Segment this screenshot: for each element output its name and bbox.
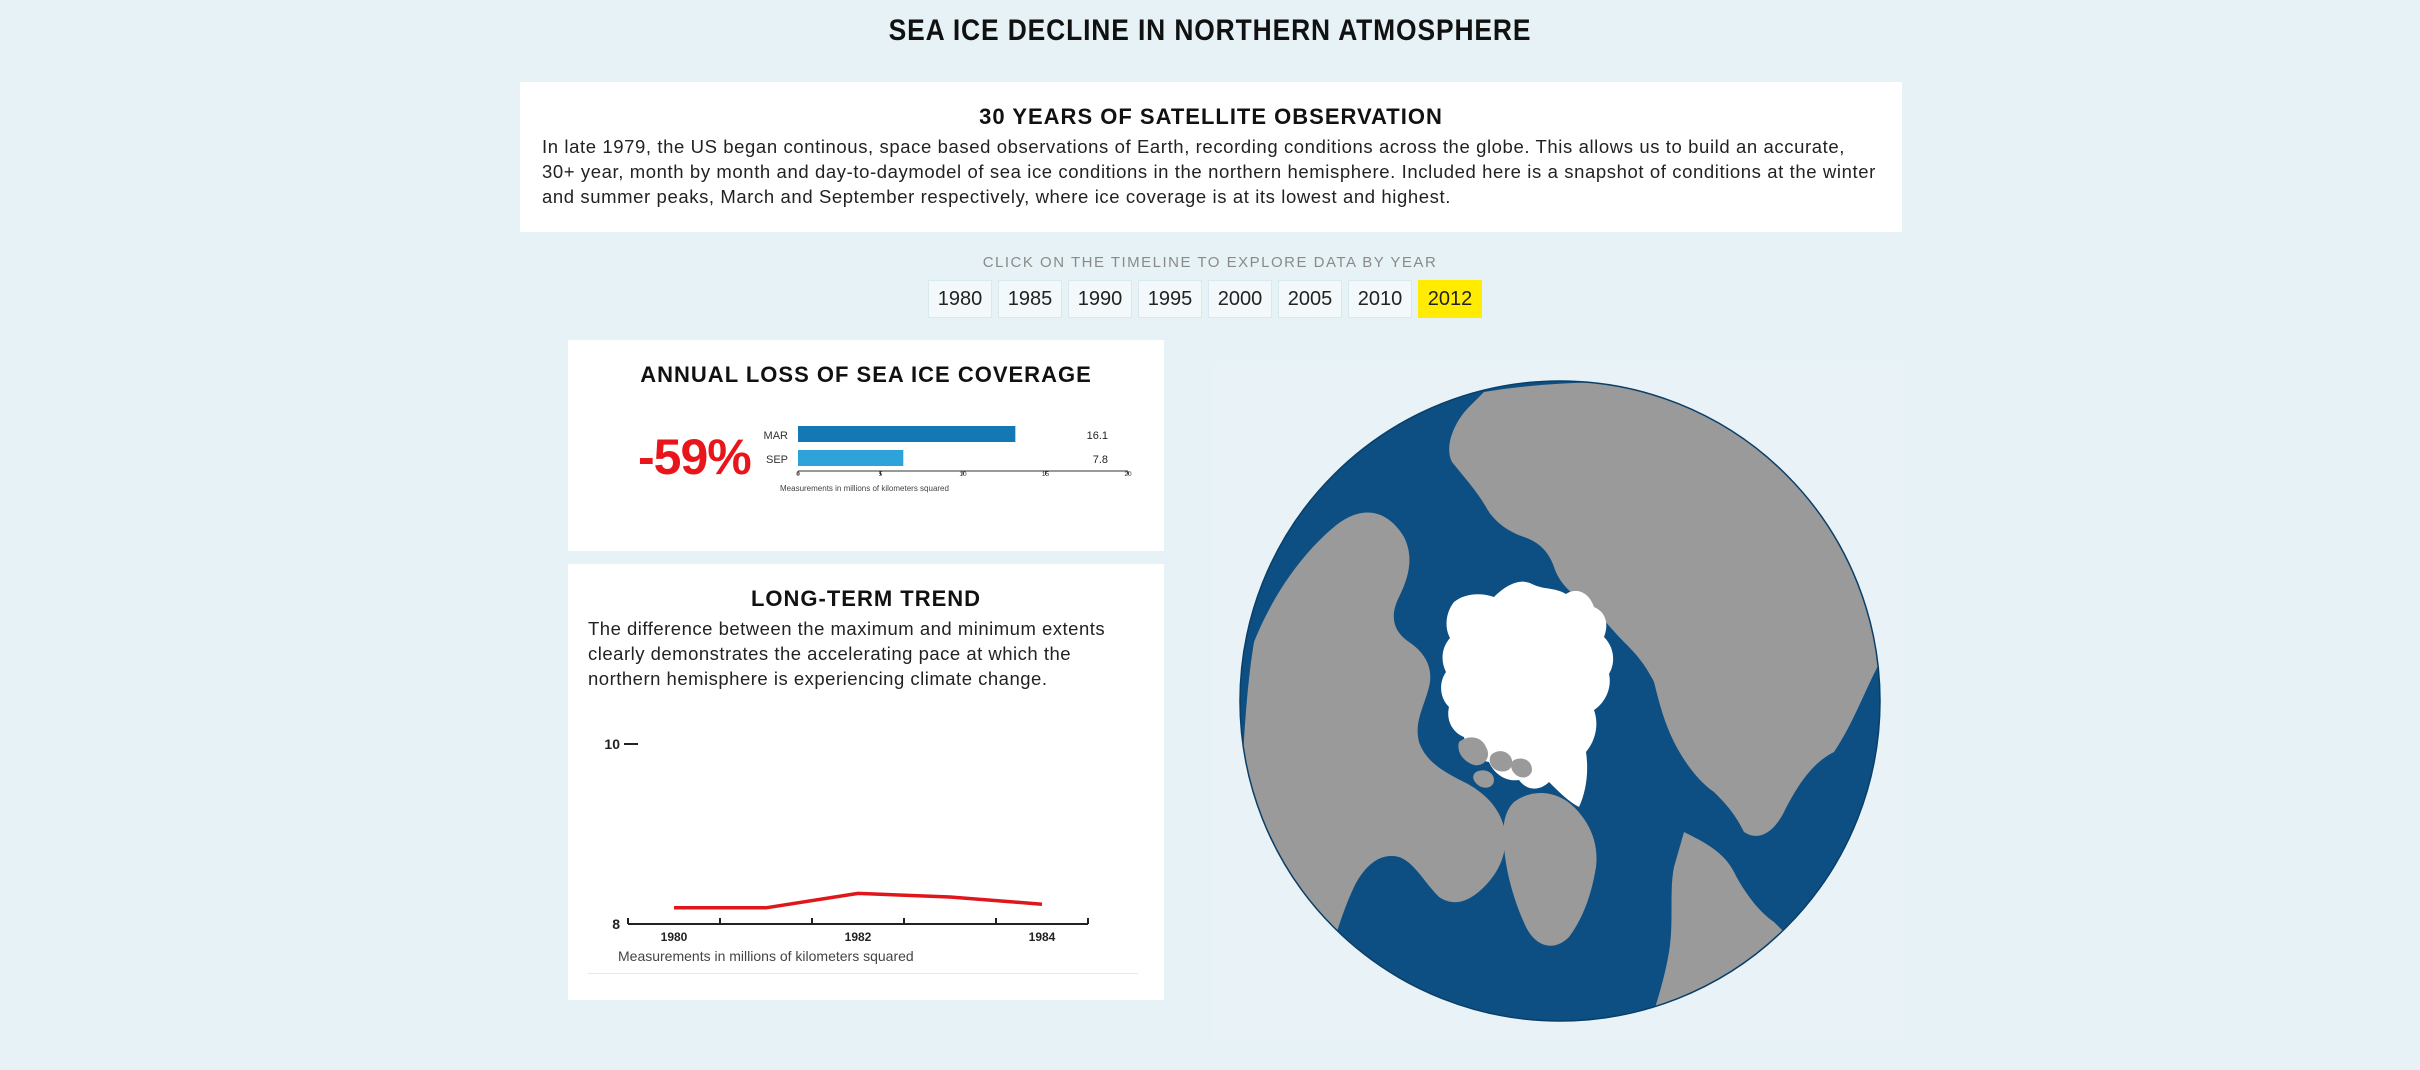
line-xtick-label: 1980 [661, 930, 688, 944]
year-button-1990[interactable]: 1990 [1068, 280, 1132, 318]
intro-heading: 30 YEARS OF SATELLITE OBSERVATION [979, 104, 1443, 129]
line-ytick-label: 10 [604, 736, 620, 752]
trend-line-chart: 10 8 1980 1982 1984 Measurements in millions … [604, 736, 1089, 964]
year-timeline: 1980 1985 1990 1995 2000 2005 2010 2012 [928, 280, 1482, 320]
bar-category-label: MAR [764, 430, 789, 442]
bar-value-label: 16.1 [1087, 430, 1108, 442]
arctic-map-panel [1214, 362, 1904, 1040]
bar-tick-label: 20 [1124, 471, 1132, 478]
long-term-trend-card: LONG-TERM TREND The difference between t… [568, 564, 1164, 1000]
intro-panel: 30 YEARS OF SATELLITE OBSERVATION In lat… [520, 82, 1902, 232]
trend-divider [588, 973, 1138, 974]
timeline-hint: CLICK ON THE TIMELINE TO EXPLORE DATA BY… [982, 254, 1438, 271]
line-ytick-label: 8 [612, 916, 620, 932]
loss-bar-chart: MAR 16.1 SEP 7.8 0 5 10 15 20 Measurements in mil… [764, 426, 1132, 493]
line-chart-note: Measurements in millions of kilometers s… [618, 948, 914, 964]
bar-sep [798, 450, 904, 466]
year-button-1995[interactable]: 1995 [1138, 280, 1202, 318]
annual-loss-card: ANNUAL LOSS OF SEA ICE COVERAGE -59% MAR… [568, 340, 1164, 551]
annual-loss-title: ANNUAL LOSS OF SEA ICE COVERAGE [640, 362, 1092, 387]
bar-tick-label: 10 [959, 471, 967, 478]
page-title: SEA ICE DECLINE IN NORTHERN ATMOSPHERE [888, 14, 1532, 47]
line-xtick-label: 1984 [1029, 930, 1056, 944]
trend-description: The difference between the maximum and m… [588, 618, 1106, 689]
bar-value-label: 7.8 [1093, 454, 1108, 466]
year-button-2010[interactable]: 2010 [1348, 280, 1412, 318]
trend-title: LONG-TERM TREND [750, 586, 982, 611]
year-button-2000[interactable]: 2000 [1208, 280, 1272, 318]
arctic-globe-map[interactable] [1214, 362, 1904, 1040]
bar-chart-note: Measurements in millions of kilometers s… [780, 484, 949, 493]
land-greenland [1503, 792, 1597, 946]
bar-mar [798, 426, 1016, 442]
land-north-america [1240, 512, 1506, 1006]
year-button-1980[interactable]: 1980 [928, 280, 992, 318]
bar-category-label: SEP [766, 454, 788, 466]
land-eurasia [1449, 382, 1880, 836]
arctic-islands [1458, 737, 1532, 788]
bar-tick-label: 0 [796, 471, 800, 478]
bar-tick-label: 15 [1042, 471, 1050, 478]
trend-series-line [674, 891, 1043, 910]
globe-outline [1239, 380, 1881, 1022]
year-button-2012[interactable]: 2012 [1418, 280, 1482, 318]
line-xtick-label: 1982 [845, 930, 872, 944]
year-button-2005[interactable]: 2005 [1278, 280, 1342, 318]
intro-body: In late 1979, the US began continous, sp… [542, 136, 1876, 207]
loss-percent: -59% [638, 429, 752, 485]
bar-tick-label: 5 [879, 471, 883, 478]
year-button-1985[interactable]: 1985 [998, 280, 1062, 318]
